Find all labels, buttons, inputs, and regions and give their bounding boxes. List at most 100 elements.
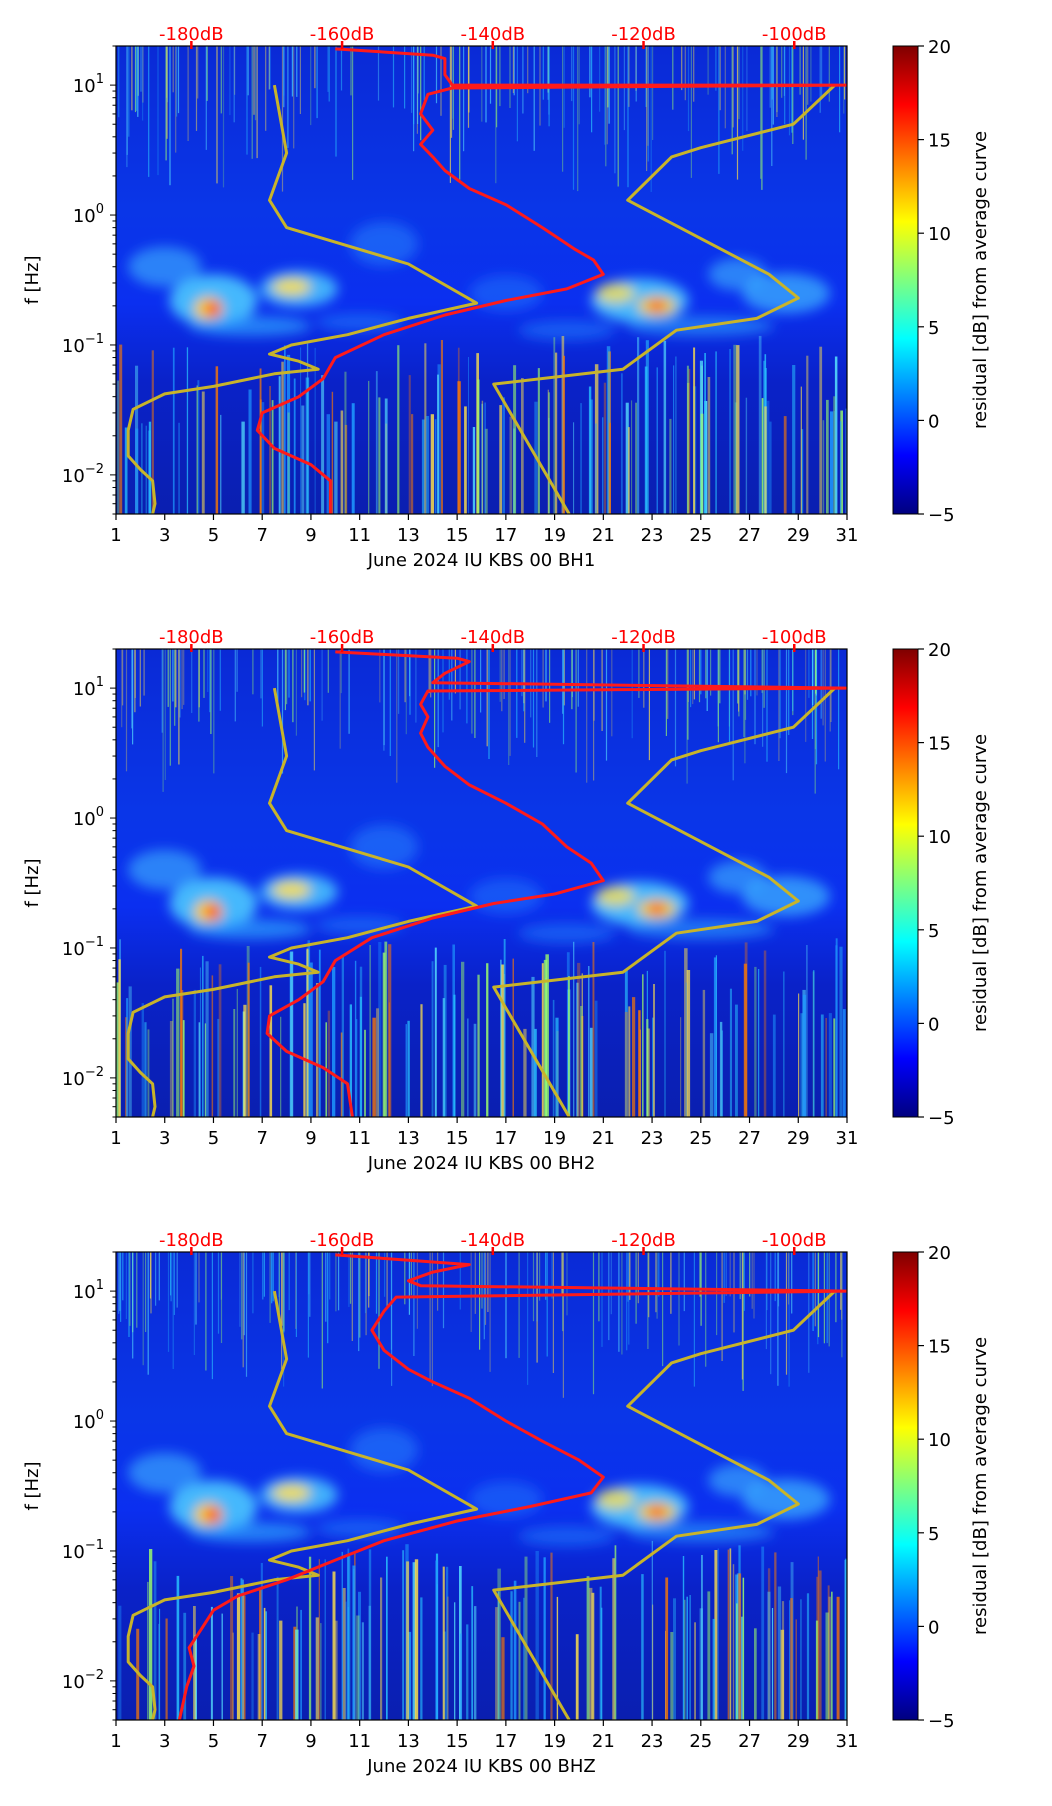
heatmap-streak — [741, 1252, 743, 1380]
heatmap-spike — [682, 1556, 685, 1720]
heatmap-spike — [431, 961, 434, 1117]
heatmap-spike — [183, 1612, 187, 1720]
heatmap-streak — [551, 1252, 553, 1299]
x-tick-label: 19 — [543, 525, 566, 546]
heatmap-spike — [442, 1566, 445, 1720]
heatmap-streak — [643, 649, 645, 708]
heatmap-spike — [664, 950, 666, 1117]
heatmap-streak — [681, 46, 683, 91]
heatmap-streak — [678, 1252, 680, 1346]
heatmap-spike — [783, 416, 787, 514]
heatmap-streak — [781, 46, 783, 98]
heatmap-streak — [658, 1252, 660, 1297]
heatmap-streak — [281, 1252, 283, 1369]
heatmap-streak — [340, 649, 342, 694]
heatmap-streak — [321, 649, 323, 721]
heatmap-streak — [358, 1252, 360, 1352]
colorbar-tick-label: 15 — [928, 734, 951, 755]
heatmap-blob — [128, 1452, 202, 1493]
colorbar-tick-label: 0 — [928, 1014, 939, 1035]
heatmap-streak — [166, 46, 168, 139]
heatmap-streak — [487, 1252, 489, 1312]
heatmap-spike — [332, 1571, 336, 1720]
heatmap-spike — [686, 970, 691, 1117]
heatmap-spike — [815, 1620, 819, 1720]
heatmap-blob — [648, 902, 666, 915]
heatmap-spike — [734, 402, 738, 514]
heatmap-streak — [562, 46, 564, 172]
heatmap-blob — [271, 880, 311, 899]
heatmap-spike — [818, 1570, 822, 1720]
heatmap-streak — [242, 1252, 244, 1368]
heatmap-spike — [295, 1629, 299, 1720]
heatmap-spike — [315, 1617, 319, 1720]
heatmap-spike — [331, 391, 334, 514]
heatmap-spike — [259, 1590, 262, 1720]
heatmap-streak — [761, 46, 763, 190]
heatmap-spike — [772, 1014, 776, 1117]
heatmap-blob — [189, 919, 311, 939]
heatmap-spike — [693, 347, 696, 514]
heatmap-streak — [429, 1252, 431, 1383]
heatmap-streak — [815, 649, 817, 696]
heatmap-streak — [191, 649, 193, 713]
heatmap-spike — [686, 1596, 688, 1720]
heatmap-spike — [684, 1599, 686, 1720]
heatmap-streak — [763, 649, 765, 708]
x-tick-label: 27 — [738, 525, 761, 546]
heatmap-spike — [840, 410, 843, 514]
heatmap-spike — [612, 1558, 615, 1720]
heatmap-streak — [265, 46, 267, 131]
heatmap-spike — [606, 346, 611, 514]
heatmap-spike — [467, 1018, 469, 1117]
heatmap-streak — [521, 649, 523, 697]
heatmap-spike — [580, 1006, 583, 1117]
heatmap-spike — [601, 1607, 603, 1720]
heatmap-streak — [206, 46, 208, 101]
x-tick-label: 1 — [110, 525, 121, 546]
heatmap-spike — [334, 1620, 338, 1720]
heatmap-streak — [808, 1252, 810, 1373]
heatmap-spike — [502, 397, 505, 514]
heatmap-streak — [220, 1252, 223, 1343]
panel-curves — [126, 650, 847, 1117]
heatmap-spike — [197, 380, 200, 514]
heatmap-spike — [341, 1551, 343, 1720]
y-tick-label: 10−2 — [62, 1668, 104, 1693]
heatmap-streak — [509, 46, 511, 108]
colorbar: 20 15 10 5 0 −5 residual [dB] from average cur… — [892, 1243, 991, 1732]
heatmap-spike — [420, 1597, 423, 1720]
heatmap-spike — [704, 353, 706, 514]
heatmap-spike — [800, 1013, 804, 1117]
heatmap-spike — [186, 347, 189, 514]
heatmap-spike — [215, 366, 219, 514]
heatmap-spike — [714, 1550, 718, 1720]
heatmap-spike — [580, 403, 582, 514]
heatmap-streak — [672, 46, 674, 110]
heatmap-streak — [489, 46, 492, 104]
heatmap-spike — [577, 962, 581, 1117]
heatmap-streak — [788, 1252, 790, 1387]
heatmap-spike — [561, 336, 565, 514]
heatmap-streak — [423, 46, 425, 101]
heatmap-spike — [745, 397, 748, 514]
heatmap-streak — [136, 1252, 138, 1328]
heatmap-streak — [592, 1252, 595, 1395]
heatmap-streak — [652, 46, 654, 140]
heatmap-streak — [751, 1252, 753, 1309]
heatmap-spike — [833, 1018, 836, 1117]
heatmap-spike — [358, 1591, 361, 1720]
heatmap-streak — [546, 1252, 548, 1357]
heatmap-spike — [771, 1608, 774, 1720]
heatmap-spike — [406, 1561, 410, 1720]
heatmap-streak — [646, 46, 648, 171]
heatmap-streak — [705, 649, 707, 699]
heatmap-streak — [437, 649, 439, 748]
heatmap-streak — [542, 46, 544, 100]
heatmap-spike — [595, 423, 597, 514]
heatmap-streak — [655, 1252, 657, 1313]
heatmap-spike — [459, 1633, 463, 1720]
heatmap-streak — [545, 1252, 547, 1300]
heatmap-streak — [586, 649, 588, 783]
heatmap-streak — [391, 1252, 393, 1386]
